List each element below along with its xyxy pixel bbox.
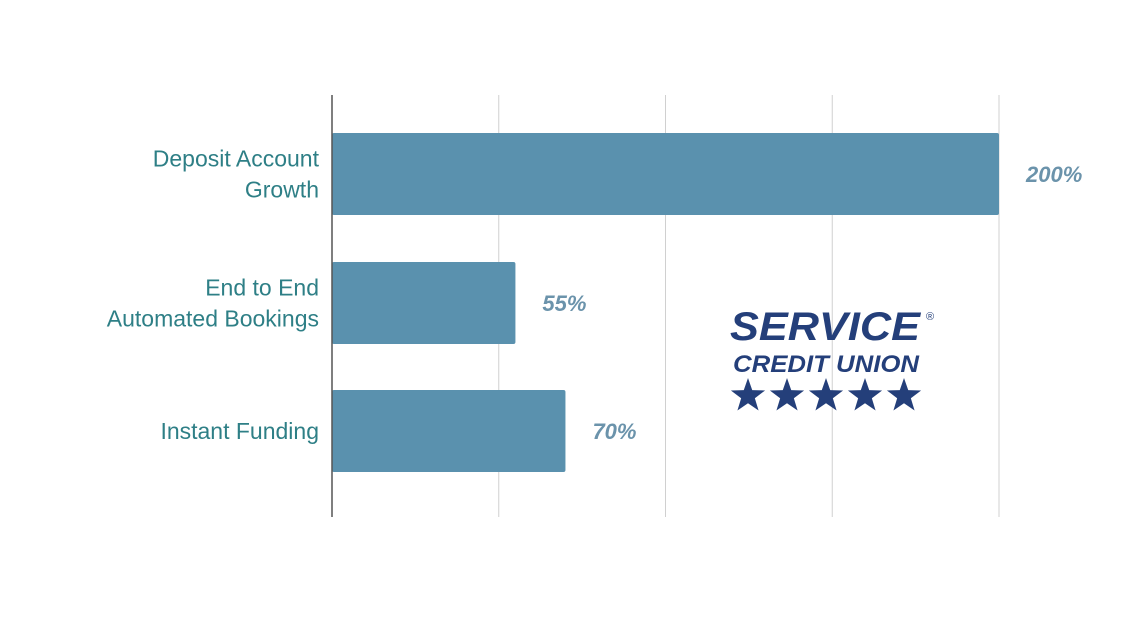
bar — [332, 262, 516, 344]
category-label-line: End to End — [205, 275, 319, 301]
bars — [332, 133, 999, 472]
category-label: Deposit Account Growth — [153, 146, 320, 203]
star-icon — [847, 378, 883, 411]
star-icon — [886, 378, 922, 411]
logo-line-2: CREDIT UNION — [733, 351, 920, 378]
category-label-line: Instant Funding — [160, 418, 319, 444]
logo-line-1: SERVICE — [730, 305, 921, 349]
star-icon — [730, 378, 766, 411]
category-labels: Deposit Account Growth End to End Automated… — [107, 146, 320, 445]
logo-stars — [730, 378, 922, 411]
category-label: End to End Automated Bookings — [107, 275, 319, 332]
value-labels: 200% 55% 70% — [542, 162, 1082, 444]
logo-registered-mark: ® — [926, 311, 934, 323]
value-label: 70% — [592, 419, 636, 444]
category-label: Instant Funding — [160, 418, 319, 444]
category-label-line: Deposit Account — [153, 146, 320, 172]
category-label-line: Automated Bookings — [107, 306, 319, 332]
bar — [332, 133, 999, 215]
star-icon — [808, 378, 844, 411]
category-label-line: Growth — [245, 177, 319, 203]
star-icon — [769, 378, 805, 411]
value-label: 55% — [542, 291, 586, 316]
bar — [332, 390, 566, 472]
value-label: 200% — [1025, 162, 1082, 187]
service-credit-union-logo: SERVICE ® CREDIT UNION — [730, 305, 934, 411]
